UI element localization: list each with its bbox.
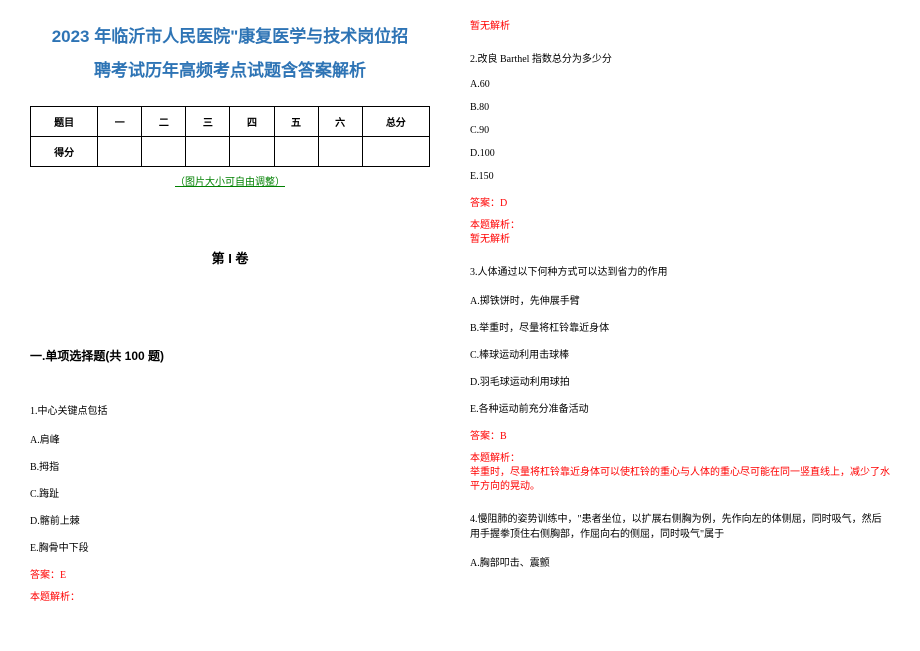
header-cell: 二 bbox=[142, 107, 186, 137]
question-2: 2.改良 Barthel 指数总分为多少分 A.60 B.80 C.90 D.1… bbox=[470, 52, 890, 247]
title-line-1: 2023 年临沂市人民医院"康复医学与技术岗位招 bbox=[30, 20, 430, 54]
score-cell bbox=[362, 137, 429, 167]
option-e: E.各种运动前充分准备活动 bbox=[470, 400, 890, 415]
option-e: E.胸骨中下段 bbox=[30, 539, 430, 554]
score-label-cell: 得分 bbox=[31, 137, 98, 167]
left-column: 2023 年临沂市人民医院"康复医学与技术岗位招 聘考试历年高频考点试题含答案解… bbox=[0, 0, 460, 651]
header-cell: 四 bbox=[230, 107, 274, 137]
option-c: C.棒球运动利用击球棒 bbox=[470, 346, 890, 361]
score-cell bbox=[186, 137, 230, 167]
analysis-text: 暂无解析 bbox=[470, 233, 890, 247]
option-b: B.80 bbox=[470, 102, 890, 113]
score-table: 题目 一 二 三 四 五 六 总分 得分 bbox=[30, 106, 430, 167]
table-note: （图片大小可自由调整） bbox=[30, 173, 430, 188]
option-c: C.踇趾 bbox=[30, 485, 430, 500]
option-d: D.羽毛球运动利用球拍 bbox=[470, 373, 890, 388]
right-column: 暂无解析 2.改良 Barthel 指数总分为多少分 A.60 B.80 C.9… bbox=[460, 0, 920, 651]
answer: 答案：D bbox=[470, 194, 890, 209]
main-title: 2023 年临沂市人民医院"康复医学与技术岗位招 聘考试历年高频考点试题含答案解… bbox=[30, 20, 430, 88]
analysis-label: 本题解析： bbox=[470, 219, 890, 233]
score-cell bbox=[318, 137, 362, 167]
question-text: 4.慢阻肺的姿势训练中，"患者坐位，以扩展右侧胸为例，先作向左的体侧屈，同时吸气… bbox=[470, 512, 890, 542]
page-container: 2023 年临沂市人民医院"康复医学与技术岗位招 聘考试历年高频考点试题含答案解… bbox=[0, 0, 920, 651]
option-a: A.60 bbox=[470, 79, 890, 90]
option-a: A.掷铁饼时，先伸展手臂 bbox=[470, 292, 890, 307]
option-b: B.举重时，尽量将杠铃靠近身体 bbox=[470, 319, 890, 334]
question-text: 1.中心关键点包括 bbox=[30, 404, 430, 419]
option-c: C.90 bbox=[470, 125, 890, 136]
answer: 答案：B bbox=[470, 427, 890, 442]
score-cell bbox=[142, 137, 186, 167]
analysis-text-q1: 暂无解析 bbox=[470, 20, 890, 34]
header-cell: 五 bbox=[274, 107, 318, 137]
header-cell: 题目 bbox=[31, 107, 98, 137]
section-title: 一.单项选择题(共 100 题) bbox=[30, 347, 430, 364]
question-4: 4.慢阻肺的姿势训练中，"患者坐位，以扩展右侧胸为例，先作向左的体侧屈，同时吸气… bbox=[470, 512, 890, 569]
option-a: A.胸部叩击、震颤 bbox=[470, 554, 890, 569]
score-cell bbox=[98, 137, 142, 167]
header-cell: 总分 bbox=[362, 107, 429, 137]
question-text: 2.改良 Barthel 指数总分为多少分 bbox=[470, 52, 890, 67]
analysis-text: 举重时，尽量将杠铃靠近身体可以使杠铃的重心与人体的重心尽可能在同一竖直线上，减少… bbox=[470, 466, 890, 494]
title-line-2: 聘考试历年高频考点试题含答案解析 bbox=[30, 54, 430, 88]
header-cell: 三 bbox=[186, 107, 230, 137]
question-1: 1.中心关键点包括 A.肩峰 B.拇指 C.踇趾 D.髂前上棘 E.胸骨中下段 … bbox=[30, 404, 430, 605]
header-cell: 一 bbox=[98, 107, 142, 137]
score-cell bbox=[230, 137, 274, 167]
option-d: D.髂前上棘 bbox=[30, 512, 430, 527]
table-score-row: 得分 bbox=[31, 137, 430, 167]
question-text: 3.人体通过以下何种方式可以达到省力的作用 bbox=[470, 265, 890, 280]
option-e: E.150 bbox=[470, 171, 890, 182]
analysis-label: 本题解析： bbox=[470, 452, 890, 466]
header-cell: 六 bbox=[318, 107, 362, 137]
option-b: B.拇指 bbox=[30, 458, 430, 473]
question-3: 3.人体通过以下何种方式可以达到省力的作用 A.掷铁饼时，先伸展手臂 B.举重时… bbox=[470, 265, 890, 494]
option-a: A.肩峰 bbox=[30, 431, 430, 446]
table-header-row: 题目 一 二 三 四 五 六 总分 bbox=[31, 107, 430, 137]
volume-title: 第 I 卷 bbox=[30, 248, 430, 267]
analysis-label: 本题解析： bbox=[30, 591, 430, 605]
option-d: D.100 bbox=[470, 148, 890, 159]
score-cell bbox=[274, 137, 318, 167]
answer: 答案：E bbox=[30, 566, 430, 581]
